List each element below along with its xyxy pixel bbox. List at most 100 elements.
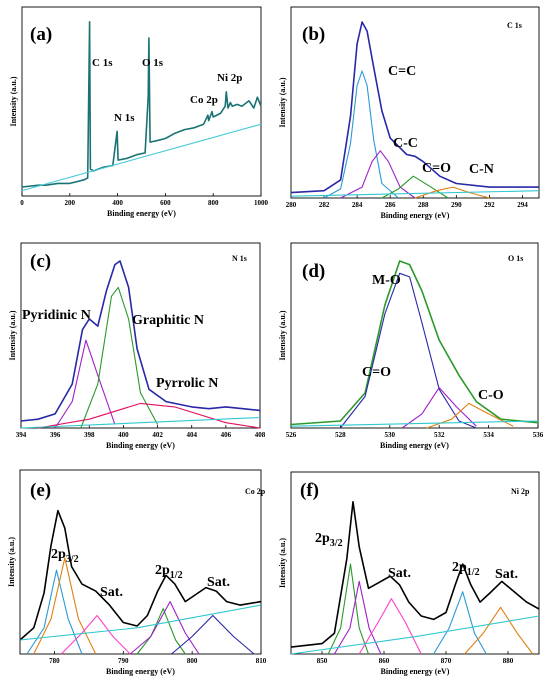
x-tick-label: 400 [112, 199, 123, 207]
annotation-label: N 1s [114, 112, 135, 124]
annotation-label: O 1s [142, 57, 164, 69]
annotation-label: Co 2p [190, 94, 218, 106]
x-tick-label: 288 [418, 201, 429, 209]
annotation-label: M-O [372, 273, 401, 288]
series-line [290, 190, 540, 197]
annotation-label: 2p3/2 [315, 531, 343, 549]
x-tick-label: 200 [65, 199, 76, 207]
panel-title: C 1s [507, 21, 522, 30]
x-tick-label: 286 [385, 201, 396, 209]
annotation-label: Sat. [100, 585, 123, 600]
x-axis-label: Binding energy (eV) [381, 667, 450, 676]
x-tick-label: 402 [152, 431, 163, 439]
panel-title: O 1s [508, 254, 523, 263]
series-line [171, 614, 255, 655]
annotation-label: C=O [362, 365, 391, 380]
x-tick-label: 530 [385, 431, 396, 439]
series-line [129, 601, 200, 655]
plot-frame [20, 242, 261, 429]
x-tick-label: 284 [352, 201, 363, 209]
x-tick-label: 0 [20, 199, 24, 207]
x-tick-label: 404 [186, 431, 197, 439]
x-tick-label: 1000 [254, 199, 269, 207]
annotation-label: 2p3/2 [51, 547, 79, 565]
annotation-label: C-N [469, 162, 494, 177]
y-axis-label: Intensity (a.u.) [278, 310, 287, 360]
annotation-label: C-C [393, 136, 418, 151]
series-line [290, 260, 539, 426]
plot-frame [19, 469, 262, 655]
x-tick-label: 800 [187, 657, 198, 665]
series-line [401, 387, 477, 429]
series-line [38, 402, 261, 429]
panel-label: (c) [30, 251, 51, 272]
y-axis-label: Intensity (a.u.) [7, 537, 16, 587]
annotation-label: 2p1/2 [452, 560, 480, 578]
x-tick-label: 282 [319, 201, 330, 209]
series-line [464, 606, 534, 655]
annotation-label: C=O [422, 161, 451, 176]
annotation-label: Sat. [388, 566, 411, 581]
annotation-label: Sat. [495, 567, 518, 582]
series-line [327, 563, 370, 655]
panel-label: (b) [302, 24, 325, 45]
series-line [290, 615, 540, 655]
series-line [333, 580, 382, 655]
x-tick-label: 398 [84, 431, 95, 439]
x-tick-label: 780 [49, 657, 60, 665]
panel-2: 280 282 284 286 288 290 292 294 Binding energy (… [278, 6, 540, 220]
series-line [19, 509, 262, 641]
series-line [80, 286, 159, 429]
plot-frame [290, 242, 539, 429]
panel-label: (f) [300, 480, 319, 501]
annotation-label: Pyridinic N [22, 308, 91, 323]
panel-4: 526 528 530 532 534 536 Binding energy (eV) Int… [278, 242, 544, 450]
series-line [290, 420, 539, 427]
series-line [20, 416, 261, 429]
series-line [21, 123, 262, 192]
series-line [426, 402, 514, 429]
y-axis-label: Intensity (a.u.) [278, 77, 287, 127]
x-tick-label: 850 [317, 657, 328, 665]
x-tick-label: 534 [483, 431, 494, 439]
x-tick-label: 600 [160, 199, 171, 207]
panel-title: Ni 2p [511, 487, 530, 496]
x-tick-label: 800 [208, 199, 219, 207]
x-tick-label: 810 [256, 657, 267, 665]
x-tick-label: 294 [517, 201, 528, 209]
panel-title: Co 2p [245, 487, 266, 496]
x-tick-label: 870 [441, 657, 452, 665]
panel-1: 0 200 400 600 800 1000 Binding energy (eV) Inte… [9, 6, 269, 218]
plot-frame [290, 471, 540, 655]
x-tick-label: 394 [16, 431, 27, 439]
annotation-label: 2p1/2 [155, 563, 183, 581]
x-tick-label: 526 [286, 431, 297, 439]
annotation-label: C=C [388, 64, 416, 79]
x-axis-label: Binding energy (eV) [380, 441, 449, 450]
series-line [340, 150, 416, 199]
y-axis-label: Intensity (a.u.) [278, 538, 287, 588]
x-tick-label: 290 [451, 201, 462, 209]
x-tick-label: 528 [335, 431, 346, 439]
x-tick-label: 532 [434, 431, 445, 439]
annotation-label: C-O [478, 388, 504, 403]
x-tick-label: 860 [379, 657, 390, 665]
x-tick-label: 880 [503, 657, 514, 665]
series-line [290, 21, 539, 194]
x-tick-label: 536 [533, 431, 544, 439]
annotation-label: C 1s [92, 57, 113, 69]
series-line [339, 272, 477, 429]
panel-title: N 1s [232, 254, 247, 263]
x-tick-label: 292 [484, 201, 495, 209]
series-line [54, 339, 116, 429]
series-line [20, 260, 261, 422]
annotation-label: Ni 2p [217, 72, 242, 84]
series-line [60, 614, 131, 655]
x-tick-label: 790 [118, 657, 129, 665]
x-tick-label: 408 [255, 431, 266, 439]
x-tick-label: 406 [221, 431, 232, 439]
series-line [21, 21, 262, 188]
series-line [26, 569, 83, 655]
panel-label: (e) [30, 480, 51, 501]
